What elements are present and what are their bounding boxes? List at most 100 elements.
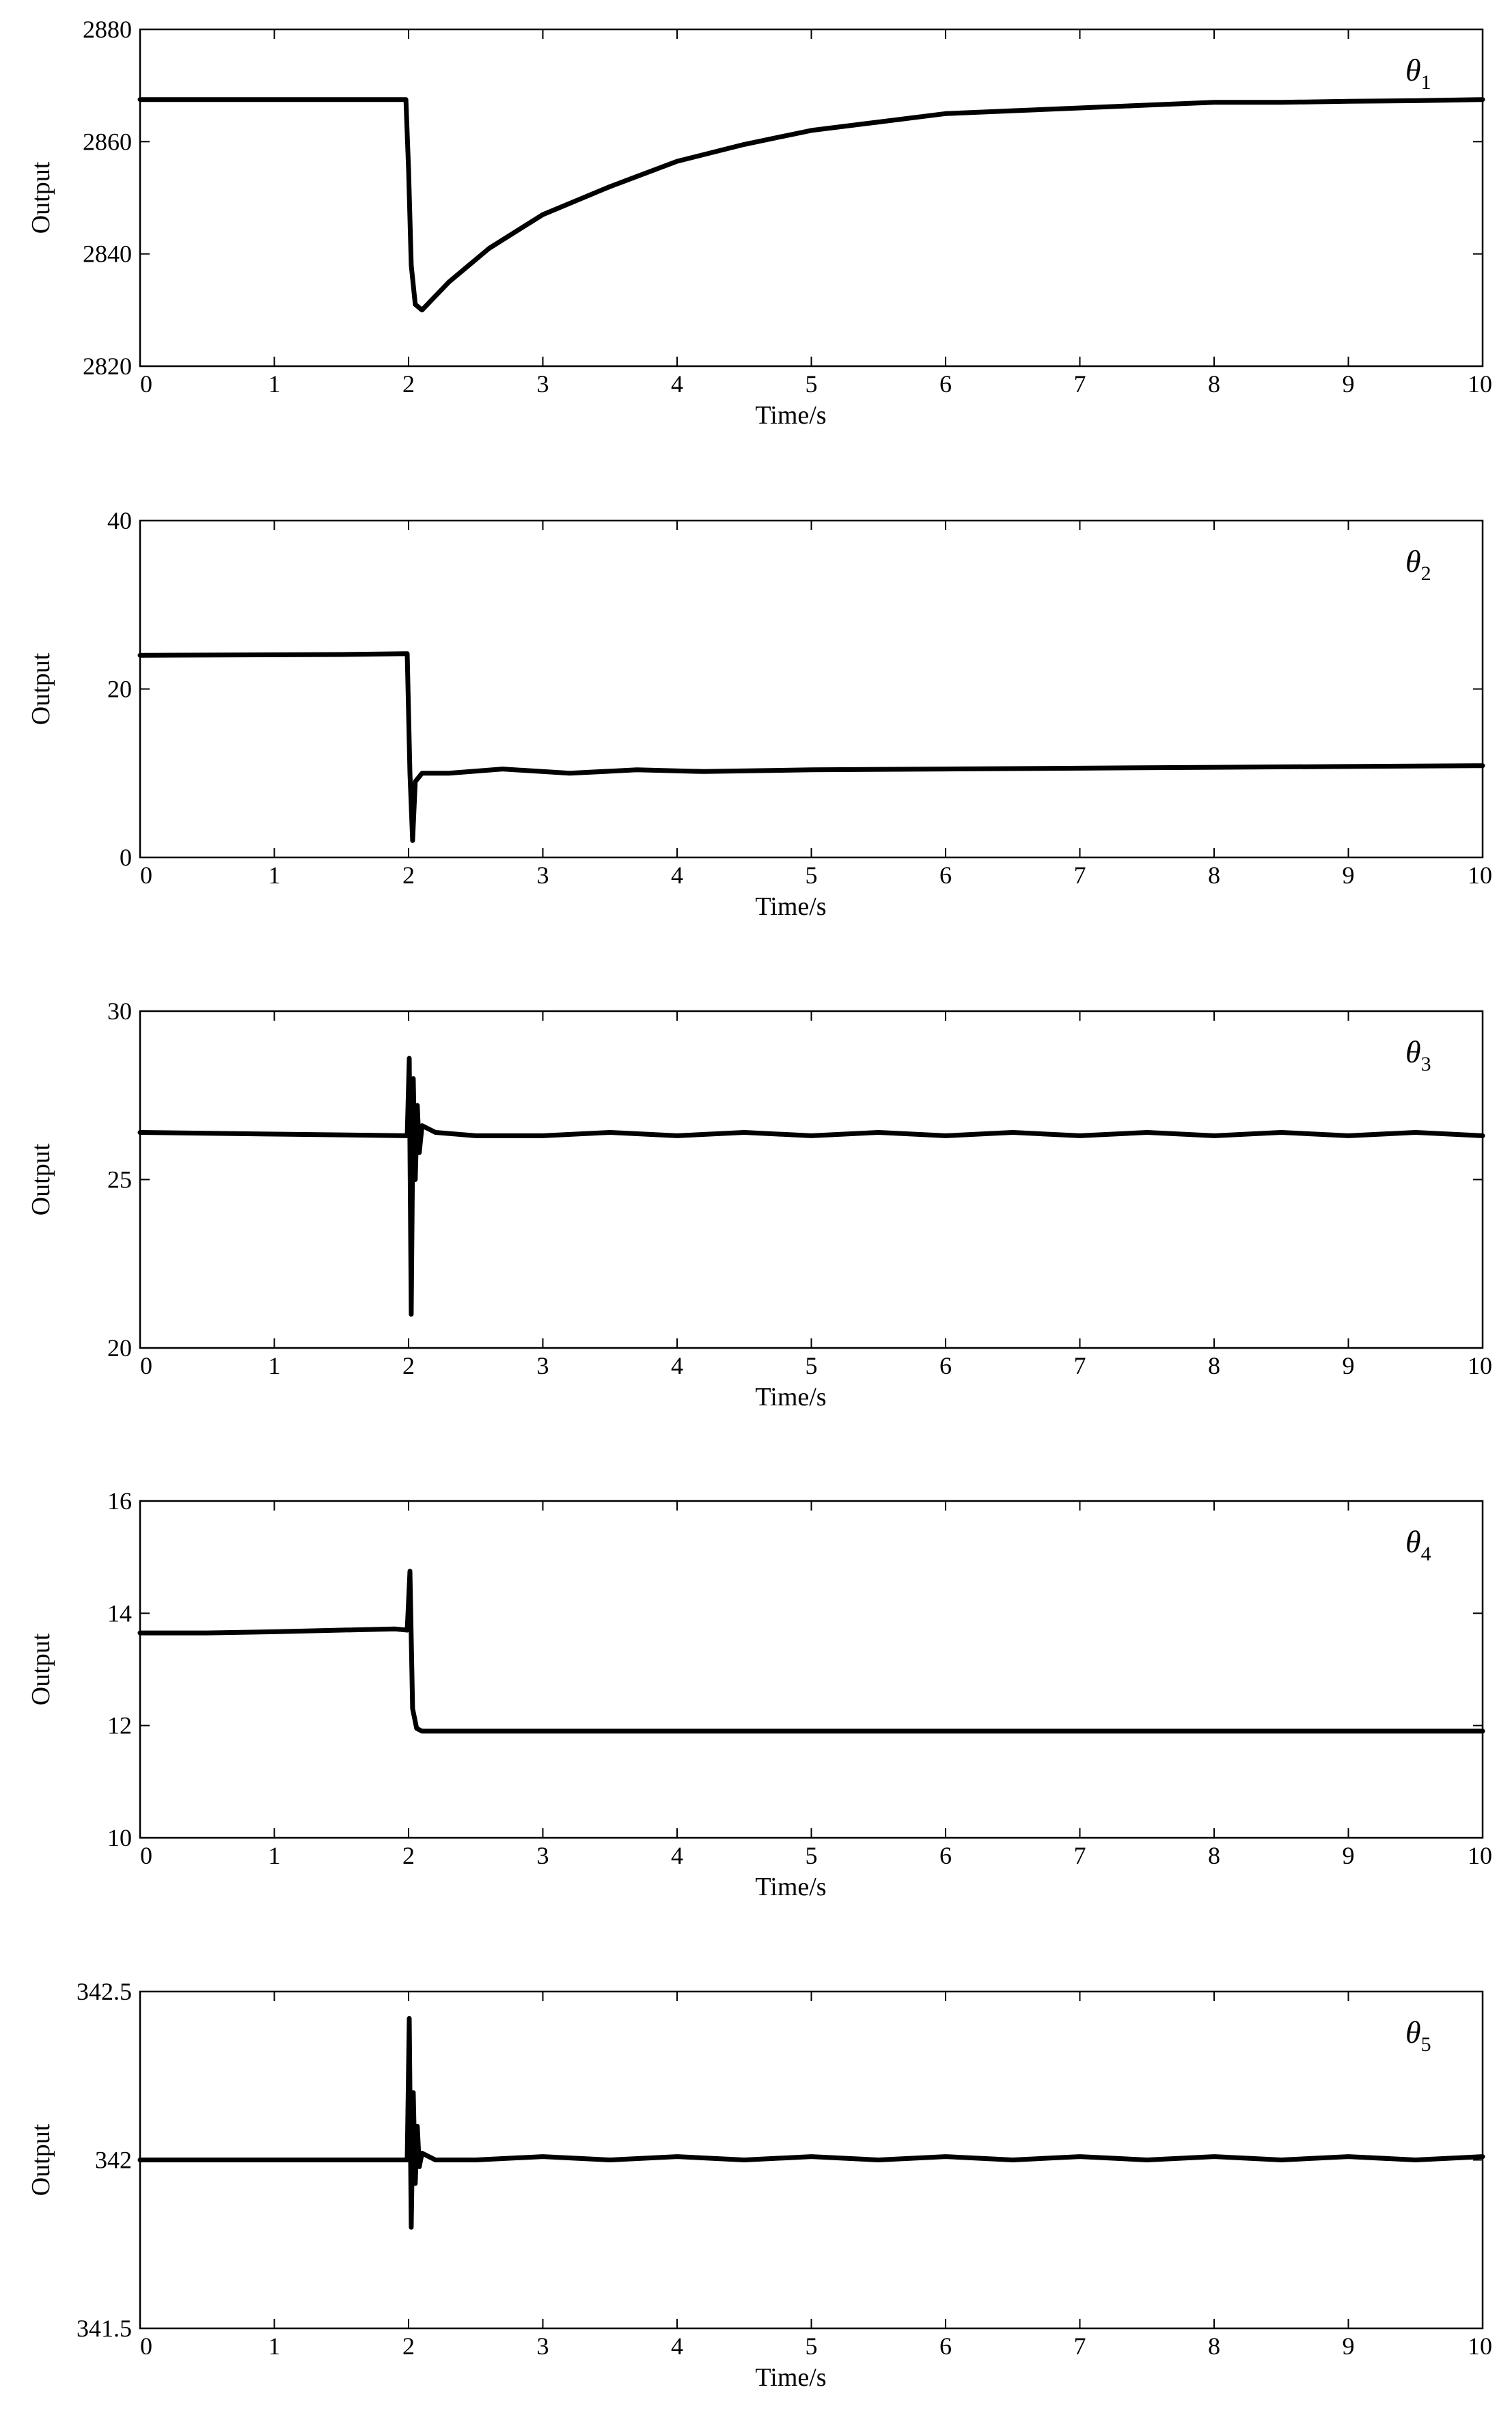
y-tick-label: 25 [107,1166,132,1194]
series-line-theta3 [137,1056,1485,1317]
x-tick-label: 0 [140,1842,152,1869]
x-tick-label: 9 [1343,862,1355,889]
legend-symbol: θ [1405,2015,1421,2050]
x-tick-label: 2 [402,1842,415,1869]
legend-subscript: 4 [1421,1543,1431,1565]
y-tick-label: 2880 [83,16,132,43]
x-tick-label: 1 [269,1352,281,1379]
x-tick-label: 5 [806,1352,818,1379]
legend-symbol: θ [1405,53,1421,87]
series-line-theta1 [137,97,1485,313]
x-tick-label: 7 [1074,862,1086,889]
legend-subscript: 5 [1421,2033,1431,2056]
legend-label-theta3: θ3 [1405,1034,1431,1075]
x-tick-label: 3 [537,370,549,398]
y-tick-label: 2840 [83,240,132,268]
x-tick-label: 4 [671,1352,683,1379]
y-axis-label: Output [27,1143,55,1215]
plot-frame [139,28,1484,368]
y-tick-label: 14 [107,1599,132,1627]
series-line-theta4 [137,1569,1485,1734]
x-tick-label: 7 [1074,370,1086,398]
x-tick-label: 9 [1343,1842,1355,1869]
y-tick-label: 40 [107,507,132,534]
x-tick-label: 6 [939,1842,952,1869]
x-tick-label: 8 [1208,2332,1220,2360]
x-axis-label: Time/s [755,401,826,430]
y-axis-label: Output [27,2123,55,2196]
x-tick-label: 7 [1074,2332,1086,2360]
x-tick-label: 10 [1468,370,1492,398]
x-tick-label: 8 [1208,862,1220,889]
x-tick-label: 4 [671,2332,683,2360]
y-axis-label: Output [27,1633,55,1705]
x-tick-label: 2 [402,2332,415,2360]
plot-frame [139,519,1484,859]
y-tick-label: 20 [107,676,132,703]
x-tick-label: 1 [269,1842,281,1869]
legend-label-theta2: θ2 [1405,544,1431,585]
x-tick-label: 10 [1468,862,1492,889]
x-tick-label: 9 [1343,1352,1355,1379]
x-tick-label: 10 [1468,1352,1492,1379]
x-tick-label: 4 [671,862,683,889]
x-tick-label: 1 [269,2332,281,2360]
legend-subscript: 3 [1421,1053,1431,1075]
y-tick-label: 12 [107,1712,132,1739]
x-tick-label: 6 [939,370,952,398]
y-axis-label: Output [27,161,55,234]
plot-frame [139,1500,1484,1839]
x-tick-label: 5 [806,2332,818,2360]
x-tick-label: 1 [269,862,281,889]
x-tick-label: 8 [1208,370,1220,398]
x-tick-label: 2 [402,370,415,398]
x-tick-label: 0 [140,1352,152,1379]
chart-panel-1: 0 1 2 3 4 5 6 7 8 9 10 2820 2840 2860 2880 Time/s Output… [27,16,1492,430]
x-tick-label: 6 [939,2332,952,2360]
x-axis-label: Time/s [755,2363,826,2392]
x-tick-label: 3 [537,862,549,889]
legend-symbol: θ [1405,544,1421,579]
y-tick-label: 16 [107,1487,132,1515]
y-tick-label: 341.5 [77,2315,132,2342]
y-axis-label: Output [27,652,55,725]
y-tick-label: 30 [107,997,132,1025]
legend-subscript: 2 [1421,562,1431,585]
x-tick-label: 6 [939,862,952,889]
x-axis-label: Time/s [755,1873,826,1901]
series-line-theta2 [137,651,1485,843]
y-tick-label: 10 [107,1824,132,1851]
x-tick-label: 10 [1468,2332,1492,2360]
y-tick-label: 342.5 [77,1978,132,2005]
x-tick-label: 4 [671,370,683,398]
x-tick-label: 5 [806,1842,818,1869]
x-tick-label: 4 [671,1842,683,1869]
x-tick-label: 5 [806,370,818,398]
y-tick-label: 0 [120,844,132,871]
y-tick-label: 342 [95,2147,132,2174]
x-tick-label: 2 [402,862,415,889]
x-tick-label: 0 [140,2332,152,2360]
legend-label-theta5: θ5 [1405,2015,1431,2056]
x-tick-label: 9 [1343,2332,1355,2360]
x-tick-label: 6 [939,1352,952,1379]
legend-label-theta4: θ4 [1405,1524,1431,1565]
plot-frame [139,1010,1484,1349]
x-axis-label: Time/s [755,892,826,921]
x-tick-label: 1 [269,370,281,398]
y-tick-label: 2860 [83,128,132,155]
y-tick-label: 2820 [83,353,132,380]
series-line-theta5 [137,2015,1485,2230]
x-tick-label: 3 [537,2332,549,2360]
legend-label-theta1: θ1 [1405,53,1431,94]
x-tick-label: 3 [537,1842,549,1869]
legend-subscript: 1 [1421,71,1431,94]
x-tick-label: 3 [537,1352,549,1379]
x-axis-label: Time/s [755,1383,826,1411]
x-tick-label: 5 [806,862,818,889]
x-tick-label: 9 [1343,370,1355,398]
